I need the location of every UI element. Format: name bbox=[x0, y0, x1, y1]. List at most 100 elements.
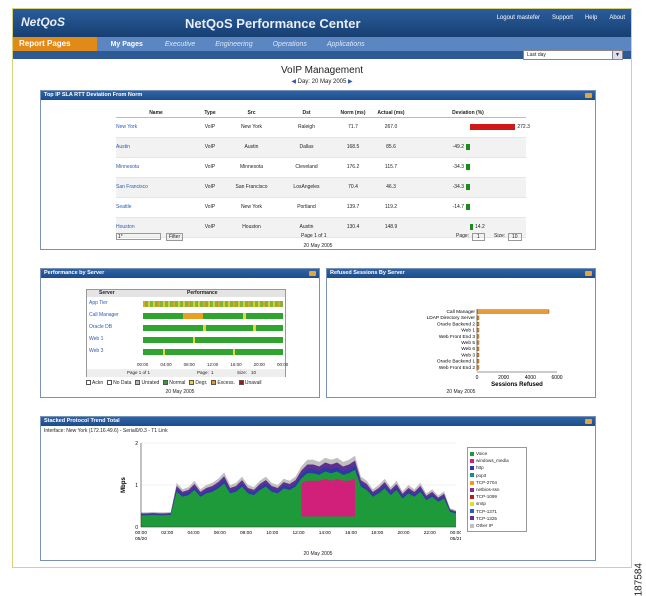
legend-item: Ackn bbox=[86, 380, 103, 386]
deviation-panel-header: Top IP SLA RTT Deviation From Norm bbox=[41, 91, 595, 100]
deviation-value: -34.3 bbox=[452, 163, 464, 170]
col-performance[interactable]: Performance bbox=[187, 290, 218, 296]
performance-segment bbox=[263, 301, 265, 307]
perf-pager-text: Page 1 of 1 bbox=[127, 370, 151, 375]
server-link[interactable]: Call Manager bbox=[89, 312, 119, 318]
time-range-select[interactable]: Last day ▼ bbox=[523, 50, 623, 60]
tab-operations[interactable]: Operations bbox=[272, 40, 307, 48]
tab-applications[interactable]: Applications bbox=[326, 40, 365, 48]
performance-bar[interactable] bbox=[143, 313, 283, 319]
row-name[interactable]: Austin bbox=[116, 137, 196, 158]
row-name[interactable]: New York bbox=[116, 117, 196, 138]
performance-segment bbox=[153, 301, 155, 307]
bar-mark bbox=[476, 309, 550, 314]
help-link[interactable]: Help bbox=[584, 15, 598, 21]
table-row[interactable]: San Francisco VoIP San Francisco LosAngeles… bbox=[116, 177, 526, 198]
performance-header: Server Performance bbox=[87, 290, 285, 297]
interface-label: Interface: New York (172.16.49.6) - Seri… bbox=[44, 428, 168, 434]
performance-bar[interactable] bbox=[143, 337, 283, 343]
performance-bar[interactable] bbox=[143, 325, 283, 331]
logout-link[interactable]: Logout mastefer bbox=[496, 15, 540, 21]
server-link[interactable]: Web 1 bbox=[89, 336, 104, 342]
row-name[interactable]: Minnesota bbox=[116, 157, 196, 178]
tab-engineering[interactable]: Engineering bbox=[215, 40, 253, 48]
row-dst: Austin bbox=[279, 217, 334, 238]
col-type[interactable]: Type bbox=[196, 109, 224, 118]
page-title: VoIP Management bbox=[280, 65, 364, 76]
performance-segment bbox=[163, 301, 165, 307]
tab-executive[interactable]: Executive bbox=[164, 40, 196, 48]
server-link[interactable]: App Tier bbox=[89, 300, 108, 306]
filter-button[interactable]: Filter bbox=[166, 233, 184, 241]
col-server[interactable]: Server bbox=[99, 290, 115, 296]
performance-segment bbox=[208, 301, 210, 307]
x-tick-line: 20:00 bbox=[397, 530, 409, 536]
about-link[interactable]: About bbox=[609, 15, 625, 21]
next-day-icon[interactable]: ▶ bbox=[348, 79, 353, 85]
panel-menu-icon[interactable] bbox=[585, 271, 592, 276]
col-deviation[interactable]: Deviation (%) bbox=[410, 109, 526, 118]
col-src[interactable]: Src bbox=[224, 109, 279, 118]
legend-label: Excess. bbox=[217, 380, 235, 386]
deviation-bar bbox=[466, 143, 470, 150]
server-link[interactable]: Oracle DB bbox=[89, 324, 113, 330]
perf-page-select[interactable]: 1 bbox=[211, 370, 214, 375]
row-name[interactable]: Houston bbox=[116, 217, 196, 238]
row-name[interactable]: Seattle bbox=[116, 197, 196, 218]
performance-segment bbox=[218, 301, 220, 307]
panel-menu-icon[interactable] bbox=[309, 271, 316, 276]
performance-segment bbox=[183, 301, 185, 307]
deviation-bar-cell: -49.2 bbox=[410, 138, 526, 157]
deviation-value: 14.2 bbox=[475, 223, 485, 230]
legend-swatch bbox=[470, 451, 474, 456]
time-range-value: Last day bbox=[527, 52, 546, 58]
row-norm: 168.5 bbox=[334, 137, 372, 158]
x-tick-line: 05/21 bbox=[450, 536, 461, 542]
row-actual: 148.9 bbox=[372, 217, 410, 238]
legend-label: Normal bbox=[169, 380, 186, 386]
area-series bbox=[301, 478, 355, 517]
tab-my-pages[interactable]: My Pages bbox=[110, 40, 143, 48]
panel-menu-icon[interactable] bbox=[585, 93, 592, 98]
col-actual[interactable]: Actual (ms) bbox=[372, 109, 410, 118]
row-name[interactable]: San Francisco bbox=[116, 177, 196, 198]
page-select[interactable]: 1 bbox=[472, 233, 485, 241]
table-row[interactable]: New York VoIP New York Raleigh 71.7 267.0 272.… bbox=[116, 117, 530, 138]
row-norm: 70.4 bbox=[334, 177, 372, 198]
chevron-down-icon[interactable]: ▼ bbox=[612, 51, 622, 59]
support-link[interactable]: Support bbox=[551, 15, 573, 21]
performance-bar[interactable] bbox=[143, 301, 283, 307]
size-select[interactable]: 10 bbox=[508, 233, 522, 241]
report-pages-menu[interactable]: Report Pages bbox=[13, 37, 97, 51]
x-tick-line: 06:00 bbox=[214, 530, 226, 536]
table-row[interactable]: Houston VoIP Houston Austin 130.4 148.9 14.2 bbox=[116, 217, 526, 238]
perf-size-select[interactable]: 10 bbox=[251, 370, 257, 375]
table-row[interactable]: Seattle VoIP New York Portland 139.7 119.2 -14… bbox=[116, 197, 526, 218]
prev-day-icon[interactable]: ◀ bbox=[291, 79, 296, 85]
row-src: New York bbox=[224, 197, 279, 218]
col-dst[interactable]: Dst bbox=[279, 109, 334, 118]
x-tick-line: 12:00 bbox=[292, 530, 304, 536]
x-tick-line: 00:00 bbox=[450, 530, 461, 536]
performance-segment bbox=[188, 301, 190, 307]
deviation-value: -34.3 bbox=[452, 183, 464, 190]
panel-menu-icon[interactable] bbox=[585, 419, 592, 424]
table-row[interactable]: Austin VoIP Austin Dallas 168.5 85.6 -49.2 bbox=[116, 137, 526, 158]
server-link[interactable]: Web 3 bbox=[89, 348, 104, 354]
row-deviation: 14.2 bbox=[410, 217, 526, 238]
col-norm[interactable]: Norm (ms) bbox=[334, 109, 372, 118]
filter-input[interactable]: 1* bbox=[116, 233, 161, 240]
table-row[interactable]: Minnesota VoIP Minnesota Cleveland 176.2 115.… bbox=[116, 157, 526, 178]
performance-segment bbox=[273, 301, 275, 307]
deviation-bar bbox=[470, 123, 516, 130]
legend-label: http bbox=[476, 465, 484, 471]
performance-segment bbox=[178, 301, 180, 307]
col-name[interactable]: Name bbox=[116, 109, 196, 118]
performance-bar[interactable] bbox=[143, 349, 283, 355]
performance-segment bbox=[193, 301, 195, 307]
refused-date: 20 May 2005 bbox=[446, 389, 476, 395]
legend-swatch bbox=[470, 480, 474, 485]
x-tick-label: 22:00 bbox=[424, 530, 436, 536]
row-type: VoIP bbox=[196, 137, 224, 158]
row-type: VoIP bbox=[196, 177, 224, 198]
